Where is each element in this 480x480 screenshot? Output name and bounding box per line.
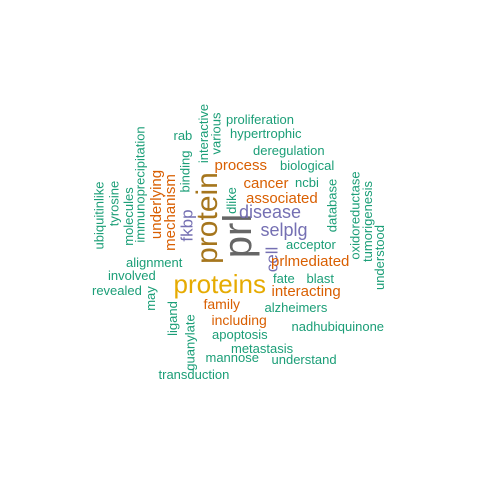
word-interacting: interacting <box>271 282 341 300</box>
word-transduction: transduction <box>158 366 230 382</box>
word-involved: involved <box>108 267 156 283</box>
word-selplg: selplg <box>260 220 308 240</box>
word-metastasis: metastasis <box>231 340 294 356</box>
word-ubiquitinlike: ubiquitinlike <box>91 181 107 249</box>
word-ncbi: ncbi <box>295 174 319 190</box>
word-deregulation: deregulation <box>253 142 325 158</box>
word-hypertrophic: hypertrophic <box>230 125 302 141</box>
word-understood: understood <box>371 224 387 290</box>
word-revealed: revealed <box>92 282 142 298</box>
word-binding: binding <box>177 150 193 192</box>
word-biological: biological <box>280 157 335 173</box>
word-disease: disease <box>239 202 302 222</box>
word-family: family <box>203 296 241 312</box>
word-rab: rab <box>173 127 193 143</box>
word-protein: protein <box>190 172 224 264</box>
word-including: including <box>211 312 267 328</box>
word-mannose: mannose <box>205 349 259 365</box>
word-cancer: cancer <box>243 174 289 192</box>
word-ligand: ligand <box>164 300 180 336</box>
word-database: database <box>324 178 340 232</box>
word-proliferation: proliferation <box>226 111 294 127</box>
word-nadhubiquinone: nadhubiquinone <box>291 318 385 334</box>
word-associated: associated <box>246 189 318 207</box>
word-proteins: proteins <box>173 269 267 299</box>
word-fkbp: fkbp <box>177 208 197 242</box>
word-molecules: molecules <box>120 186 136 246</box>
word-acceptor: acceptor <box>286 236 336 252</box>
word-tyrosine: tyrosine <box>106 180 122 226</box>
word-guanylate: guanylate <box>182 313 198 371</box>
word-fate: fate <box>273 270 295 286</box>
word-apoptosis: apoptosis <box>212 326 268 342</box>
word-various: various <box>208 112 224 154</box>
word-blast: blast <box>306 270 334 286</box>
word-dlike: dlike <box>223 186 239 214</box>
word-alignment: alignment <box>126 254 183 270</box>
word-may: may <box>142 285 158 311</box>
word-alzheimers: alzheimers <box>264 299 328 315</box>
word-prlmediated: prlmediated <box>271 252 350 270</box>
word-understand: understand <box>271 351 337 367</box>
word-mechanism: mechanism <box>161 173 179 251</box>
word-process: process <box>214 156 268 174</box>
